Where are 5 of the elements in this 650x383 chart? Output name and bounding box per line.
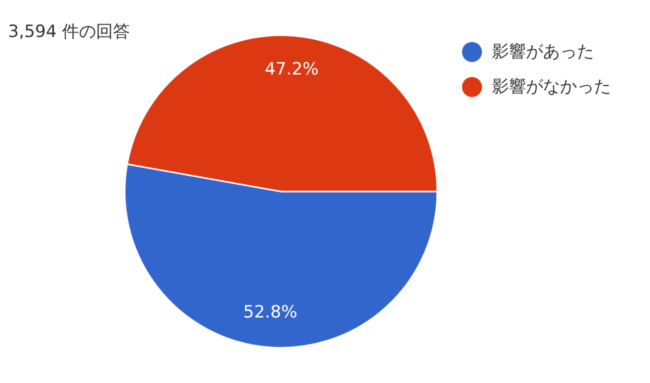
data-label: 47.2% — [264, 60, 319, 80]
chart-title: 3,594 件の回答 — [8, 21, 130, 43]
legend-label: 影響がなかった — [492, 76, 611, 98]
data-label: 52.8% — [243, 302, 298, 322]
legend-label: 影響があった — [492, 41, 594, 63]
